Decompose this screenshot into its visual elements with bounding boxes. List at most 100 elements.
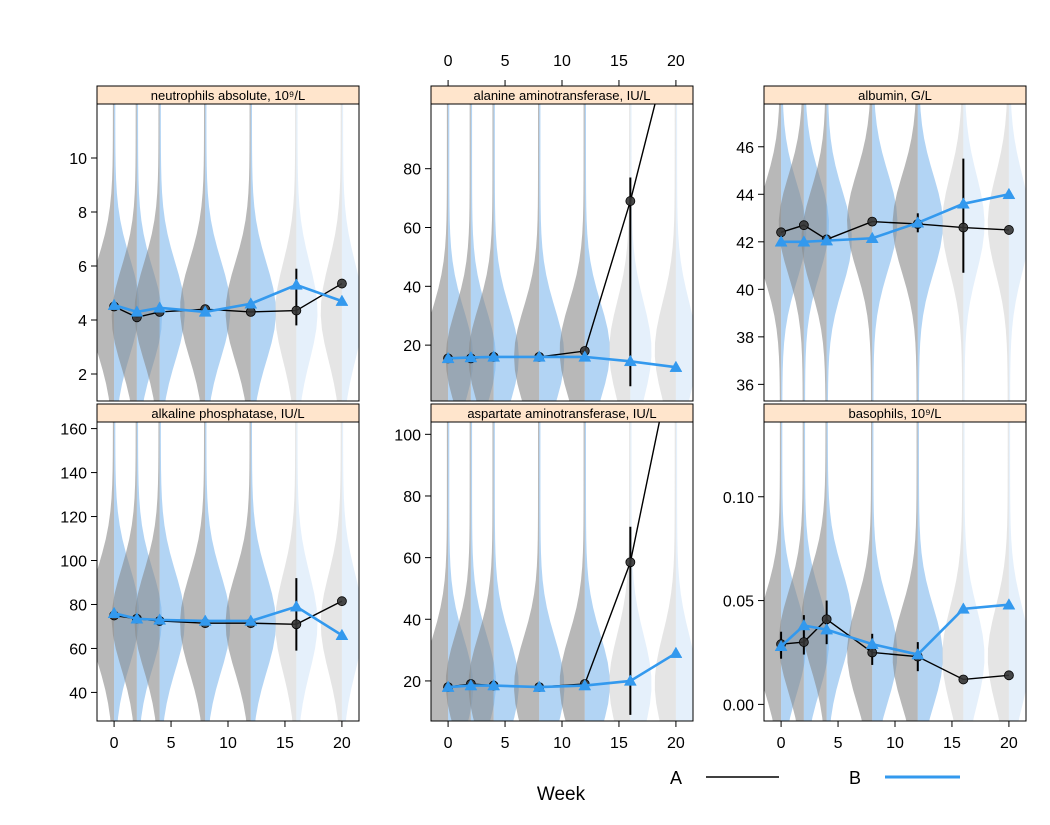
panel-6: basophils, 10⁹/L 0.00 0.05 0.10 0 5 10 15 20	[723, 403, 1027, 752]
series-group	[774, 598, 1016, 685]
data-point-b	[532, 350, 546, 362]
data-point-a	[798, 220, 809, 231]
distribution-shapes	[97, 104, 359, 401]
data-point-a	[337, 596, 347, 607]
data-point-b	[774, 235, 788, 247]
distribution-shapes	[764, 422, 1026, 721]
x-tick-label: 10	[886, 735, 904, 752]
x-tick-label: 5	[501, 53, 510, 70]
distribution-shape	[341, 422, 359, 721]
distribution-shape	[942, 422, 964, 721]
distribution-shape	[514, 104, 540, 401]
data-point-b	[198, 305, 212, 317]
distribution-shape	[801, 422, 827, 721]
distribution-shape	[826, 422, 852, 721]
data-point-b	[244, 297, 258, 309]
y-tick-label: 46	[736, 140, 754, 157]
data-point-a	[1004, 225, 1014, 235]
x-tick-label: 20	[333, 735, 351, 752]
x-tick-label: 0	[444, 735, 453, 752]
y-tick-label: 10	[69, 151, 87, 168]
y-tick-label: 80	[403, 162, 421, 179]
distribution-shape	[159, 104, 185, 401]
panel-title: alanine aminotransferase, IU/L	[473, 88, 650, 103]
distribution-shape	[97, 422, 115, 721]
data-point-b	[487, 679, 501, 691]
y-tick-label: 100	[394, 427, 421, 444]
x-tick-label: 15	[610, 53, 628, 70]
panel-2: alanine aminotransferase, IU/L 20 40 60 80 0 5…	[403, 17, 694, 402]
distribution-shape	[468, 104, 494, 401]
distribution-shape	[445, 104, 471, 401]
x-axis-label: Week	[537, 784, 586, 805]
distribution-shape	[1008, 422, 1026, 721]
panel-title: neutrophils absolute, 10⁹/L	[151, 88, 305, 103]
x-tick-label: 10	[553, 53, 571, 70]
distribution-shape	[559, 104, 585, 401]
distribution-shapes	[431, 104, 693, 401]
y-tick-label: 80	[403, 489, 421, 506]
y-tick-label: 60	[69, 641, 87, 658]
panel-3: albumin, G/L 36 38 40 42 44 46	[736, 85, 1027, 402]
data-point-b	[130, 612, 144, 624]
x-tick-label: 0	[444, 53, 453, 70]
y-tick-label: 8	[78, 205, 87, 222]
legend: A B	[670, 768, 960, 788]
y-tick-label: 4	[78, 313, 87, 330]
distribution-shape	[111, 422, 137, 721]
distribution-shapes	[431, 422, 693, 721]
distribution-shape	[111, 104, 137, 401]
data-point-b	[623, 674, 637, 686]
data-point-b	[335, 628, 349, 641]
data-point-b	[956, 602, 970, 614]
distribution-shape	[584, 422, 610, 721]
distribution-shape	[654, 422, 676, 721]
data-point-b	[578, 679, 592, 691]
distribution-shape	[97, 104, 115, 401]
distribution-shape	[296, 104, 318, 401]
distribution-shape	[764, 422, 782, 721]
data-point-a	[291, 305, 302, 316]
data-point-b	[820, 623, 834, 635]
data-point-b	[153, 301, 167, 313]
y-tick-label: 40	[403, 279, 421, 296]
data-point-a	[958, 674, 969, 685]
data-point-a	[1004, 670, 1014, 681]
y-tick-label: 120	[60, 510, 87, 527]
data-point-a	[625, 196, 636, 206]
legend-label-a: A	[670, 768, 682, 788]
distribution-shape	[826, 104, 852, 401]
data-point-b	[797, 618, 811, 631]
distribution-shape	[987, 104, 1009, 401]
data-point-b	[774, 639, 788, 651]
distribution-shape	[493, 422, 519, 721]
data-point-b	[335, 294, 349, 306]
distribution-shape	[609, 104, 631, 401]
data-point-b	[1002, 598, 1016, 610]
y-tick-label: 42	[736, 235, 754, 252]
series-group	[441, 422, 683, 715]
data-point-b	[130, 305, 144, 317]
data-point-a	[671, 17, 680, 26]
distribution-shape	[539, 104, 565, 401]
distribution-shape	[847, 104, 873, 401]
y-tick-label: 20	[403, 674, 421, 691]
x-tick-label: 20	[667, 735, 685, 752]
panel-1: neutrophils absolute, 10⁹/L 2 4 6 8 10	[69, 85, 360, 402]
y-tick-label: 20	[403, 338, 421, 355]
data-point-a	[245, 306, 256, 317]
data-point-b	[911, 648, 925, 660]
distribution-shape	[630, 422, 652, 721]
data-point-b	[797, 235, 811, 247]
data-point-b	[865, 637, 879, 649]
data-point-b	[956, 197, 970, 209]
distribution-shape	[917, 104, 943, 401]
y-tick-label: 38	[736, 330, 754, 347]
distribution-shape	[180, 104, 206, 401]
distribution-shape	[180, 422, 206, 721]
x-tick-label: 0	[777, 735, 786, 752]
distribution-shape	[134, 104, 160, 401]
data-point-b	[464, 350, 478, 363]
distribution-shape	[431, 104, 449, 401]
